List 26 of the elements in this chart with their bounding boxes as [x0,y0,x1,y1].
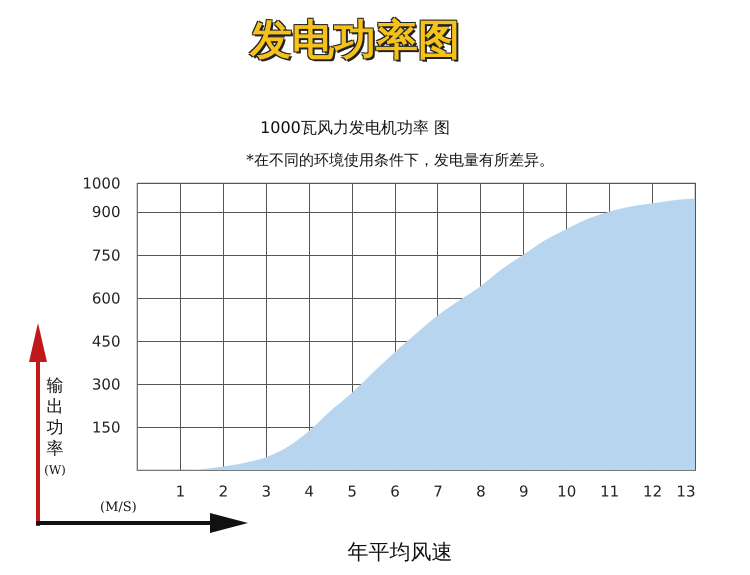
x-tick-label: 7 [433,482,443,500]
y-tick-label: 750 [92,246,120,264]
x-tick-label: 10 [557,482,576,500]
x-tick-label: 3 [261,482,272,500]
x-axis-title: 年平均风速 [346,539,454,566]
x-tick-label: 13 [676,482,696,500]
chart-title: 发电功率图 [248,14,461,66]
y-tick-label: 150 [92,418,120,436]
text: *在不同的环境使用条件下，发电量有所差异。 [245,151,555,170]
x-tick-label: 12 [643,482,662,500]
text: (M/S) [100,500,137,515]
y-tick-label: 1000 [82,174,120,192]
x-tick-label: 4 [304,482,314,500]
x-tick-label: 9 [519,482,529,500]
y-tick-label: 300 [92,375,120,394]
x-tick-label: 8 [476,482,486,500]
y-tick-label: 450 [92,332,120,350]
chart-subtitle: 1000瓦风力发电机功率 图 [259,118,451,139]
x-tick-label: 2 [218,482,228,500]
y-tick-label: 600 [92,289,120,308]
x-tick-label: 5 [347,482,357,500]
y-axis-title: 输出功率(W) [43,376,67,479]
x-tick-label: 11 [600,482,620,500]
x-tick-label: 1 [176,482,186,500]
y-tick-label: 900 [92,203,120,222]
x-tick-label: 6 [390,482,400,500]
